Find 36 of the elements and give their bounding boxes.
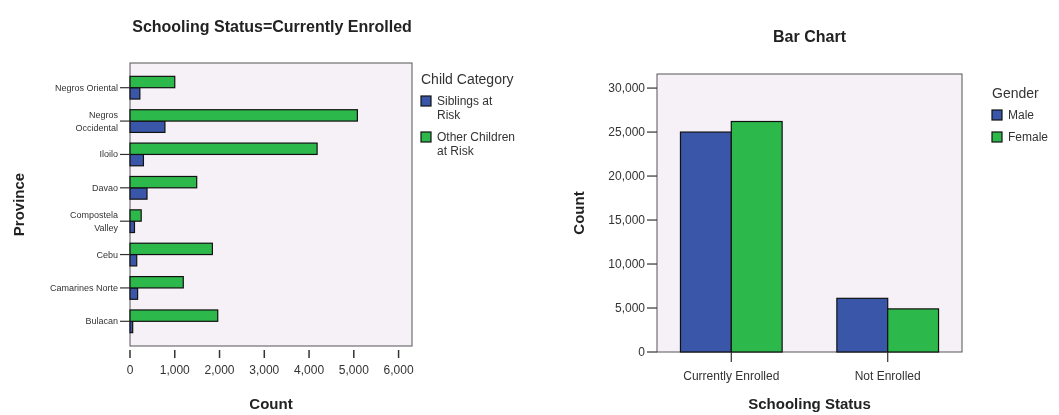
x-tick-label: Not Enrolled [854,369,921,383]
legend-label: Male [1008,108,1035,122]
y-tick-label: 20,000 [608,169,646,184]
x-tick-label: 5,000 [338,363,370,377]
x-tick-label: 1,000 [159,363,191,377]
y-tick-label: Negros Oriental [54,82,118,93]
y-tick-label: 25,000 [608,125,646,140]
y-tick-label: Compostela Valley [69,209,119,233]
x-tick-label: Currently Enrolled [683,369,780,383]
x-axis-title: Schooling Status [748,395,871,412]
x-tick-label: 6,000 [383,363,414,377]
legend-title: Gender [992,85,1040,101]
x-axis-title: Count [249,395,293,412]
x-tick-label: 3,000 [249,363,280,377]
y-tick-label: 30,000 [608,81,646,96]
x-tick-label: 2,000 [204,363,235,377]
y-tick-label: 10,000 [608,257,646,272]
y-tick-label: Davao [91,182,118,193]
y-tick-label: Camarines Norte [49,282,118,293]
y-tick-label: 15,000 [608,213,646,228]
y-tick-label: Negros Occidental [75,109,119,133]
legend-label: Siblings at Risk [437,94,494,122]
chart-title: Schooling Status=Currently Enrolled [132,18,412,35]
y-tick-label: 0 [638,345,646,359]
x-tick-label: 0 [126,363,134,377]
legend-label: Other Children at Risk [437,130,516,158]
y-tick-label: Bulacan [85,316,118,327]
y-axis-title: Province [10,172,27,237]
legend-title: Child Category [421,71,514,87]
y-tick-label: Cebu [96,249,118,260]
y-tick-label: 5,000 [614,301,646,316]
y-axis-title: Count [570,191,587,235]
y-tick-label: Iloilo [99,149,118,160]
chart-title: Bar Chart [773,28,847,45]
legend-label: Female [1008,130,1049,144]
x-tick-label: 4,000 [294,363,325,377]
